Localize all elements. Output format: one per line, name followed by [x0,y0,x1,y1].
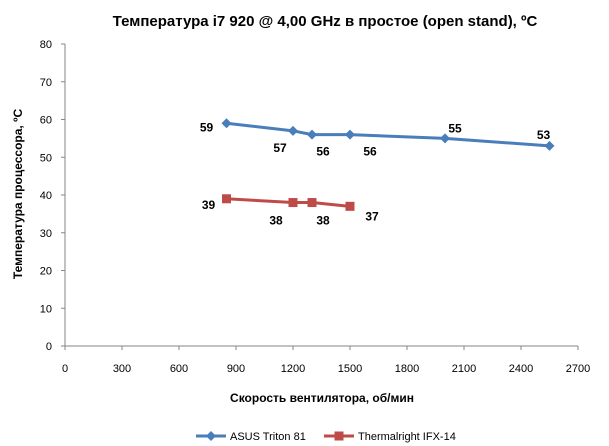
data-point [288,125,298,136]
x-tick-label: 300 [113,363,131,375]
data-point [222,194,231,204]
data-point [221,118,232,129]
series-layer: 59 57 56 56 55 53 39 38 38 37 [200,118,555,228]
y-tick-label: 40 [40,190,52,202]
data-label: 38 [269,214,283,228]
data-point [307,129,317,140]
legend: ASUS Triton 81 Thermalright IFX-14 [196,431,456,443]
y-tick-label: 80 [40,39,52,51]
y-axis-title: Температура процессора, ºC [11,109,25,280]
data-point [345,201,355,211]
y-tick-label: 30 [40,228,52,240]
data-label: 39 [202,198,216,212]
x-tick-label: 900 [227,363,245,375]
x-axis-title: Скорость вентилятора, об/мин [230,391,414,405]
data-label: 55 [448,121,462,135]
x-tick-label: 2700 [566,363,590,375]
data-label: 56 [363,145,377,159]
chart-title: Температура i7 920 @ 4,00 GHz в простое … [113,13,538,30]
x-tick-label: 1500 [338,363,362,375]
y-tick-label: 60 [40,115,52,127]
y-tick-label: 0 [46,341,52,353]
data-label: 56 [316,145,330,159]
legend-marker [334,431,344,441]
legend-label: ASUS Triton 81 [230,431,306,443]
data-point [307,198,317,208]
x-tick-label: 1800 [395,363,419,375]
data-label: 57 [273,141,287,155]
y-tick-label: 20 [40,266,52,278]
y-tick-label: 10 [40,303,52,315]
legend-marker [206,431,216,441]
data-point [345,129,355,140]
data-label: 37 [365,209,379,223]
plot-area: 0 10 20 30 40 50 60 70 80 0 300 600 900 1200 1500 1800 2… [40,39,590,375]
series-line [226,121,550,148]
data-point [440,133,450,144]
x-tick-label: 2100 [452,363,476,375]
x-tick-label: 600 [170,363,188,375]
x-tick-label: 0 [62,363,68,375]
x-tick-label: 1200 [281,363,305,375]
y-tick-label: 70 [40,77,52,89]
data-point [288,198,298,208]
data-label: 53 [537,128,551,142]
data-point [544,140,555,151]
y-tick-label: 50 [40,152,52,164]
x-tick-label: 2400 [509,363,533,375]
series-line [226,197,351,208]
legend-label: Thermalright IFX-14 [358,431,456,443]
data-label: 38 [316,214,330,228]
data-label: 59 [200,120,214,134]
